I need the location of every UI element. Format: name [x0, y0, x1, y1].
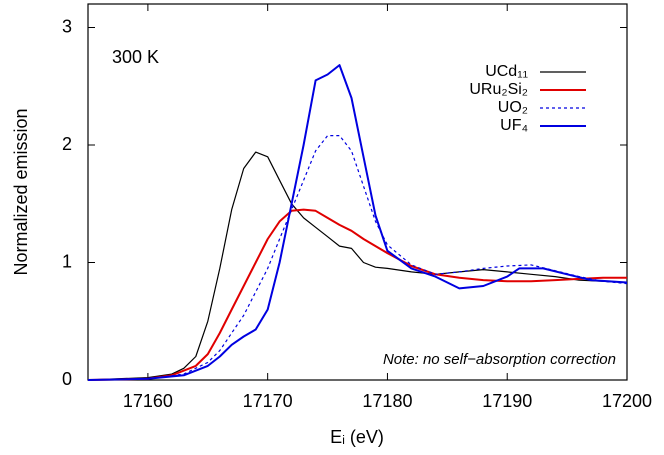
- y-tick-label: 1: [62, 251, 72, 271]
- series-line: [87, 135, 628, 381]
- x-tick-label: 17160: [123, 391, 173, 411]
- y-tick-label: 3: [62, 16, 72, 36]
- x-tick-label: 17170: [243, 391, 293, 411]
- legend-label: UF₄: [500, 117, 528, 134]
- series-line: [87, 151, 628, 381]
- annotation: Note: no self−absorption correction: [383, 351, 616, 368]
- plot-frame: [87, 3, 628, 381]
- legend-label: UCd₁₁: [485, 63, 528, 80]
- series-line: [87, 64, 628, 381]
- y-tick-label: 2: [62, 134, 72, 154]
- x-axis-label: Eᵢ (eV): [330, 427, 384, 447]
- x-tick-label: 17190: [482, 391, 532, 411]
- legend-label: URu₂Si₂: [469, 81, 528, 98]
- x-tick-label: 17180: [362, 391, 412, 411]
- y-axis-label: Normalized emission: [11, 108, 31, 275]
- y-tick-label: 0: [62, 369, 72, 389]
- legend-label: UO₂: [498, 99, 528, 116]
- x-tick-label: 17200: [602, 391, 652, 411]
- annotation: 300 K: [112, 47, 159, 67]
- series-line: [87, 208, 627, 381]
